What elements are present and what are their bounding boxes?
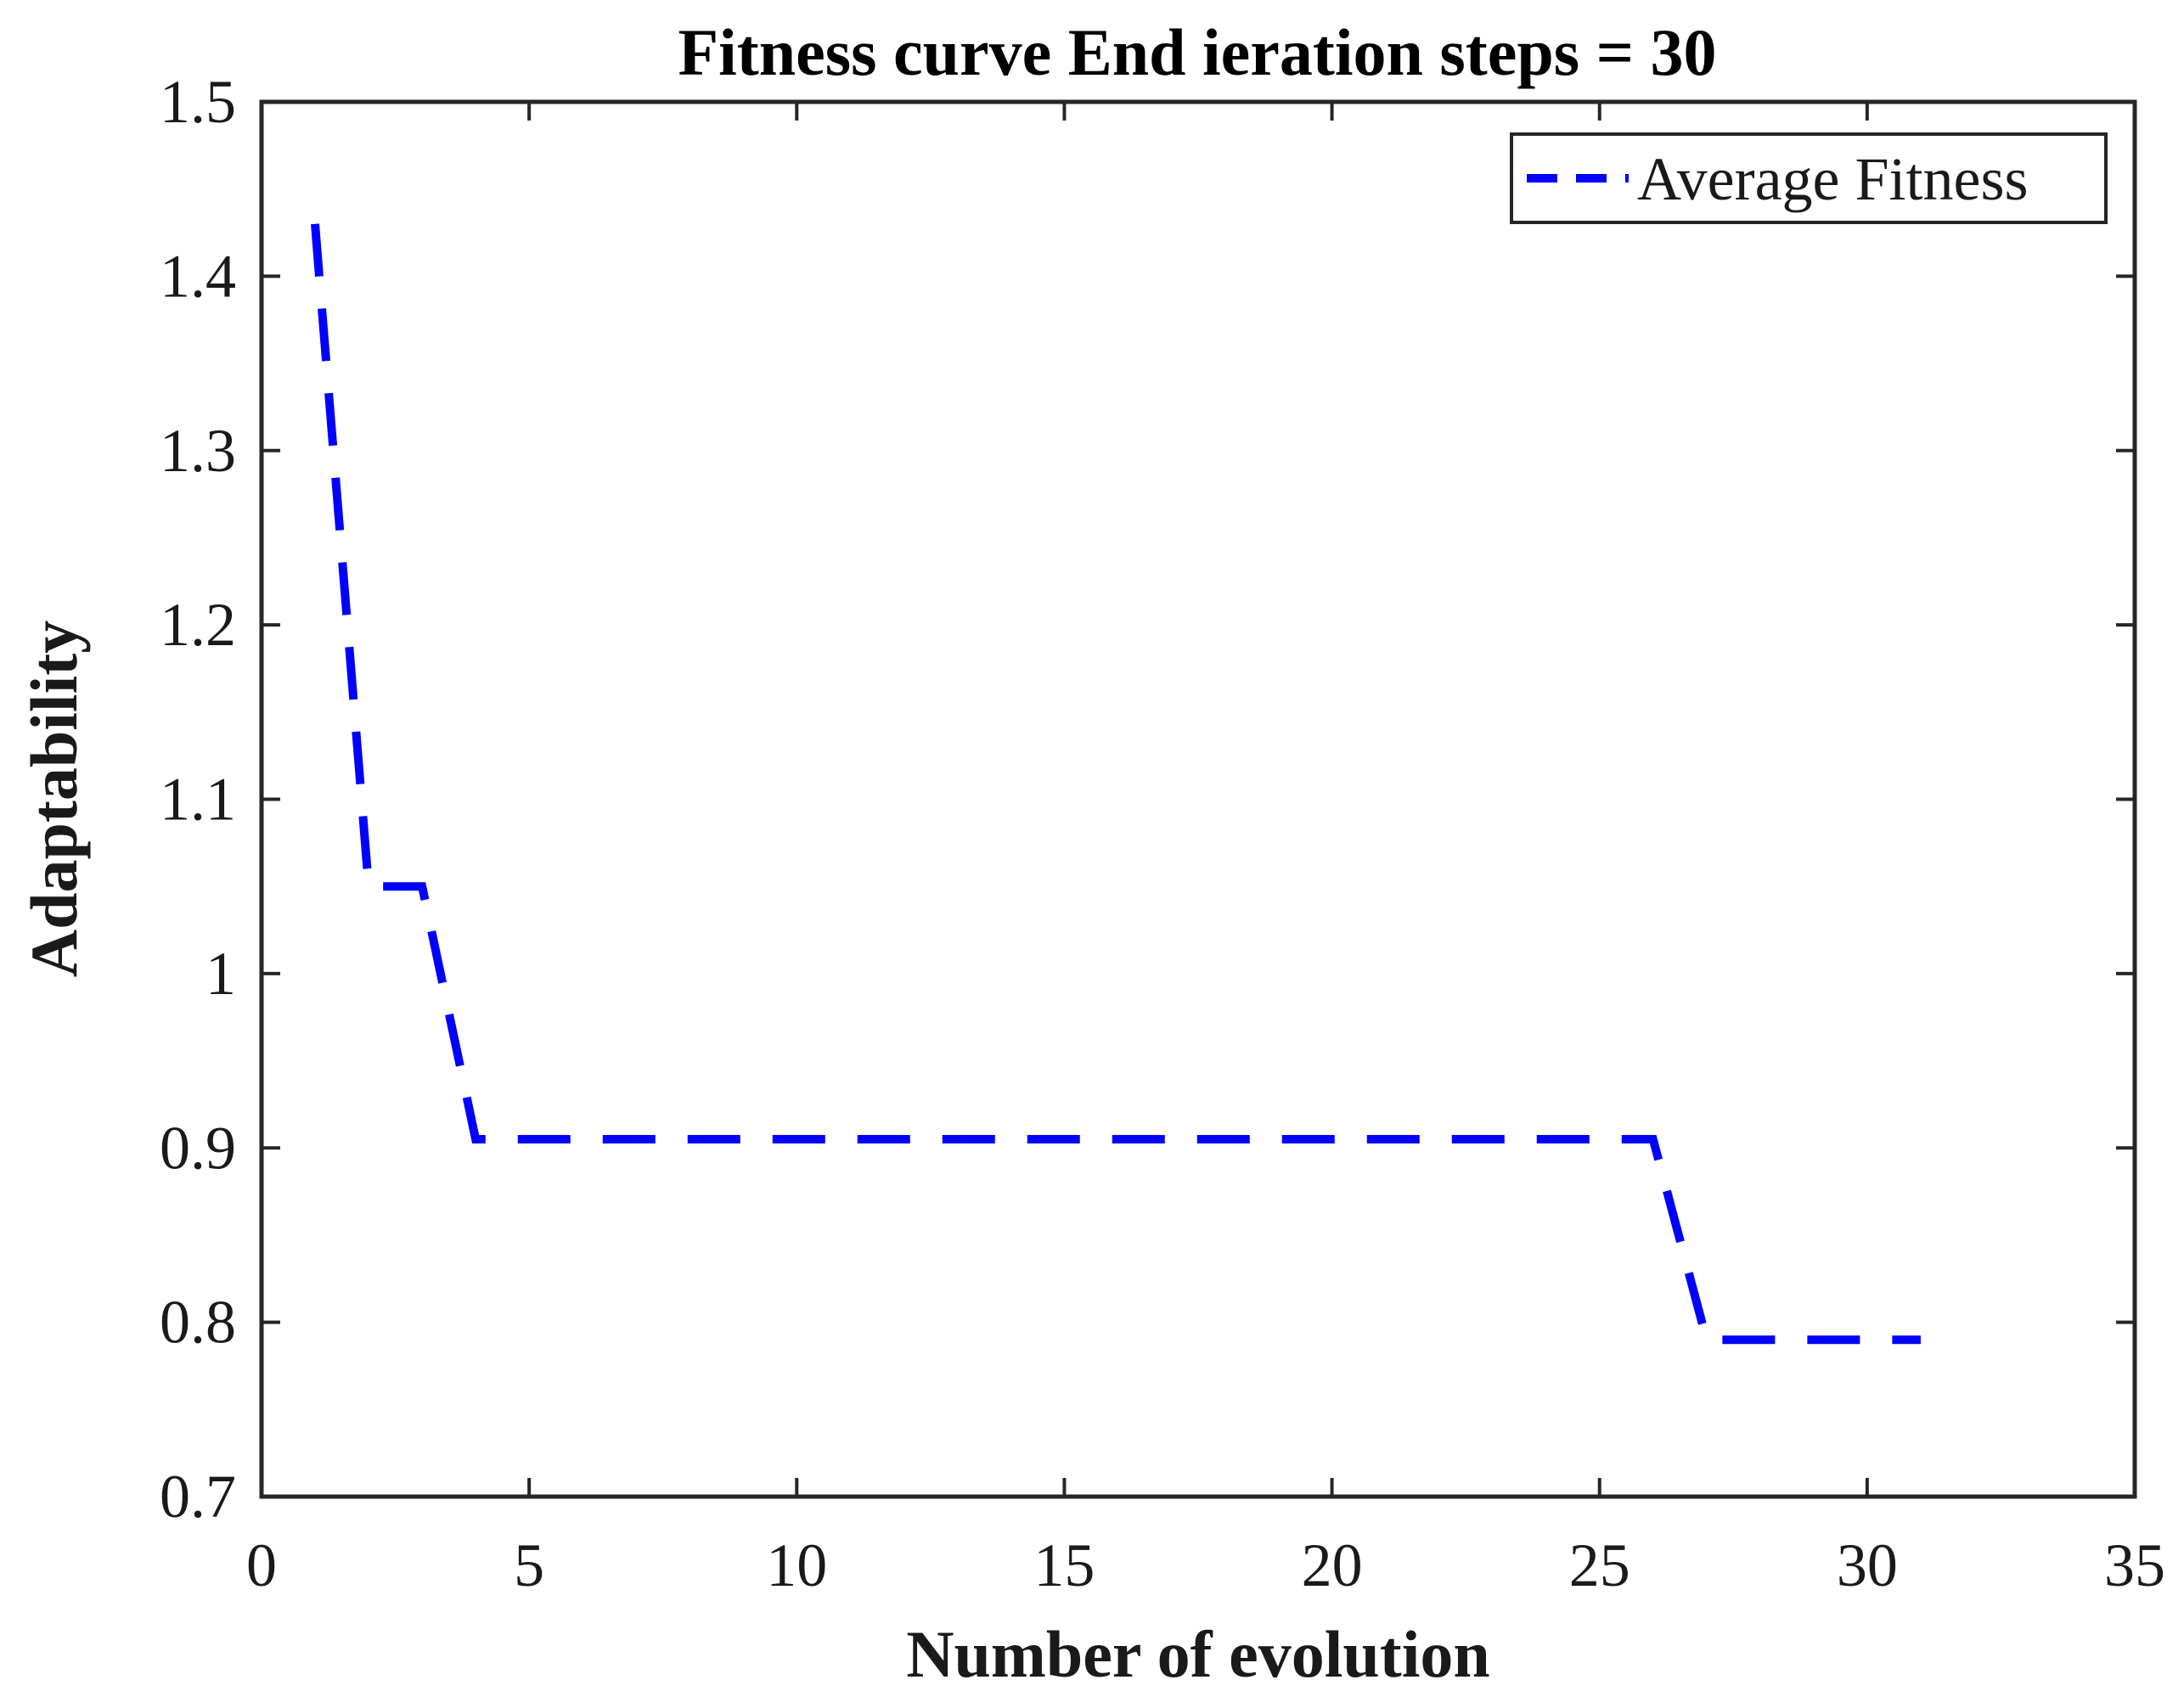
y-tick-label: 0.8 <box>160 1289 236 1357</box>
y-tick-label: 0.7 <box>160 1463 236 1531</box>
x-axis-title: Number of evolution <box>906 1617 1490 1691</box>
y-tick-label: 1.5 <box>160 68 236 136</box>
y-tick-label: 1.4 <box>160 242 236 310</box>
y-tick-labels: 0.7 0.8 0.9 1 1.1 1.2 1.3 1.4 1.5 <box>160 68 236 1531</box>
x-tick-label: 15 <box>1033 1531 1095 1599</box>
x-tick-label: 35 <box>2104 1531 2165 1599</box>
y-axis-title: Adaptability <box>17 621 91 977</box>
plot-frame <box>259 99 2137 1499</box>
legend-label: Average Fitness <box>1637 145 2029 213</box>
y-tick-label: 1.3 <box>160 417 236 485</box>
chart-title: Fitness curve End ieration steps = 30 <box>678 15 1716 89</box>
y-tick-label: 1.1 <box>160 766 236 834</box>
y-tick-label: 1.2 <box>160 591 236 659</box>
x-tick-label: 0 <box>246 1531 277 1599</box>
x-tick-label: 30 <box>1837 1531 1898 1599</box>
x-tick-label: 20 <box>1302 1531 1363 1599</box>
legend: Average Fitness <box>1510 132 2108 224</box>
y-tick-label: 0.9 <box>160 1114 236 1182</box>
x-tick-label: 5 <box>514 1531 544 1599</box>
x-tick-label: 10 <box>766 1531 827 1599</box>
x-tick-label: 25 <box>1569 1531 1630 1599</box>
series-line-average-fitness <box>311 223 1921 1345</box>
y-tick-label: 1 <box>205 940 236 1008</box>
x-tick-labels: 0 5 10 15 20 25 30 35 <box>246 1531 2165 1599</box>
legend-box <box>1510 132 2108 224</box>
series-layer <box>311 223 1921 1345</box>
